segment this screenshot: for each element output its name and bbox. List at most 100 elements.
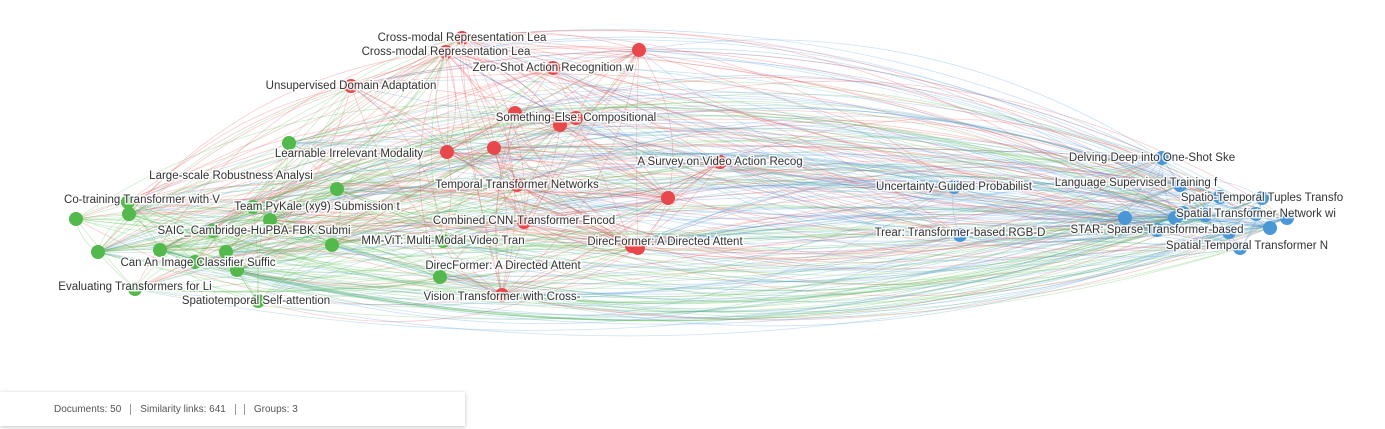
document-node[interactable] (487, 141, 501, 155)
similarity-link (493, 145, 1163, 159)
similarity-link (514, 112, 1230, 258)
similarity-link (559, 109, 1257, 215)
similarity-link (128, 85, 352, 215)
similarity-link (288, 134, 448, 153)
document-node[interactable] (1155, 151, 1169, 165)
similarity-link (97, 245, 196, 263)
similarity-link (523, 186, 955, 223)
similarity-link (225, 117, 577, 254)
document-node[interactable] (1255, 191, 1269, 205)
document-node[interactable] (219, 245, 233, 259)
similarity-link (493, 147, 525, 223)
similarity-link (446, 67, 554, 153)
document-node[interactable] (1280, 211, 1294, 225)
node-label: Combined CNN-Transformer Encod (433, 215, 615, 227)
similarity-link (419, 51, 447, 278)
similarity-link (236, 85, 352, 271)
document-node[interactable] (947, 180, 961, 194)
similarity-link (493, 143, 1181, 186)
similarity-link (442, 147, 1181, 242)
similarity-link (288, 142, 961, 260)
document-node[interactable] (1176, 206, 1190, 220)
similarity-link (516, 161, 721, 199)
document-node[interactable] (439, 45, 453, 59)
document-node[interactable] (153, 243, 167, 257)
similarity-link (134, 112, 516, 290)
similarity-link (127, 201, 1184, 305)
similarity-link (159, 188, 338, 251)
document-node[interactable] (91, 245, 105, 259)
document-node[interactable] (546, 61, 560, 75)
document-node[interactable] (661, 191, 675, 205)
document-node[interactable] (569, 111, 583, 125)
document-node[interactable] (1222, 225, 1236, 239)
document-node[interactable] (508, 106, 522, 120)
document-node[interactable] (631, 241, 645, 255)
similarity-link (552, 67, 1230, 233)
similarity-link (445, 51, 1206, 228)
similarity-link (288, 106, 1184, 214)
similarity-link (159, 101, 1181, 251)
document-node[interactable] (188, 255, 202, 269)
document-node[interactable] (953, 228, 967, 242)
document-node[interactable] (433, 270, 447, 284)
document-node[interactable] (121, 195, 135, 209)
document-node[interactable] (632, 43, 646, 57)
document-node[interactable] (282, 136, 296, 150)
document-node[interactable] (455, 31, 469, 45)
document-node[interactable] (517, 215, 531, 229)
document-node[interactable] (122, 207, 136, 221)
document-node[interactable] (230, 263, 244, 277)
similarity-link (252, 157, 1163, 247)
similarity-link (236, 269, 441, 290)
similarity-link (269, 197, 669, 227)
similarity-link (461, 34, 955, 188)
similarity-link (212, 168, 1257, 232)
similarity-link (637, 184, 1181, 249)
similarity-link (128, 126, 721, 215)
document-node[interactable] (1198, 208, 1212, 222)
similarity-link (637, 217, 1230, 249)
document-node[interactable] (1233, 241, 1247, 255)
document-node[interactable] (1118, 211, 1132, 225)
similarity-link (516, 115, 1221, 198)
similarity-link (97, 142, 290, 253)
similarity-link (128, 213, 238, 271)
document-node[interactable] (128, 282, 142, 296)
document-node[interactable] (69, 212, 83, 226)
document-node[interactable] (1249, 207, 1263, 221)
document-node[interactable] (1263, 221, 1277, 235)
document-node[interactable] (325, 238, 339, 252)
similarity-link (236, 184, 518, 271)
document-node[interactable] (206, 224, 220, 238)
similarity-link (127, 51, 447, 203)
similarity-link (442, 151, 452, 242)
document-node[interactable] (713, 155, 727, 169)
similarity-link (288, 37, 463, 144)
similarity-link (288, 142, 1241, 249)
similarity-link (501, 214, 1206, 320)
document-node[interactable] (344, 79, 358, 93)
similarity-link (128, 152, 1176, 219)
document-node[interactable] (510, 178, 524, 192)
document-node[interactable] (1213, 190, 1227, 204)
similarity-link (127, 201, 238, 271)
document-node[interactable] (440, 145, 454, 159)
document-node[interactable] (263, 213, 277, 227)
document-node[interactable] (1173, 178, 1187, 192)
document-node[interactable] (553, 118, 567, 132)
document-node[interactable] (1150, 223, 1164, 237)
document-node[interactable] (246, 200, 260, 214)
similarity-link (631, 184, 1181, 247)
similarity-link (1182, 212, 1271, 229)
similarity-link (446, 151, 525, 223)
document-node[interactable] (251, 294, 265, 308)
document-node[interactable] (436, 234, 450, 248)
similarity-link (461, 37, 961, 236)
similarity-link (461, 37, 495, 149)
document-node[interactable] (495, 288, 509, 302)
document-node[interactable] (330, 182, 344, 196)
similarity-link (494, 67, 554, 296)
node-label: Zero-Shot Action Recognition w (472, 62, 634, 74)
similarity-link (552, 67, 1230, 233)
